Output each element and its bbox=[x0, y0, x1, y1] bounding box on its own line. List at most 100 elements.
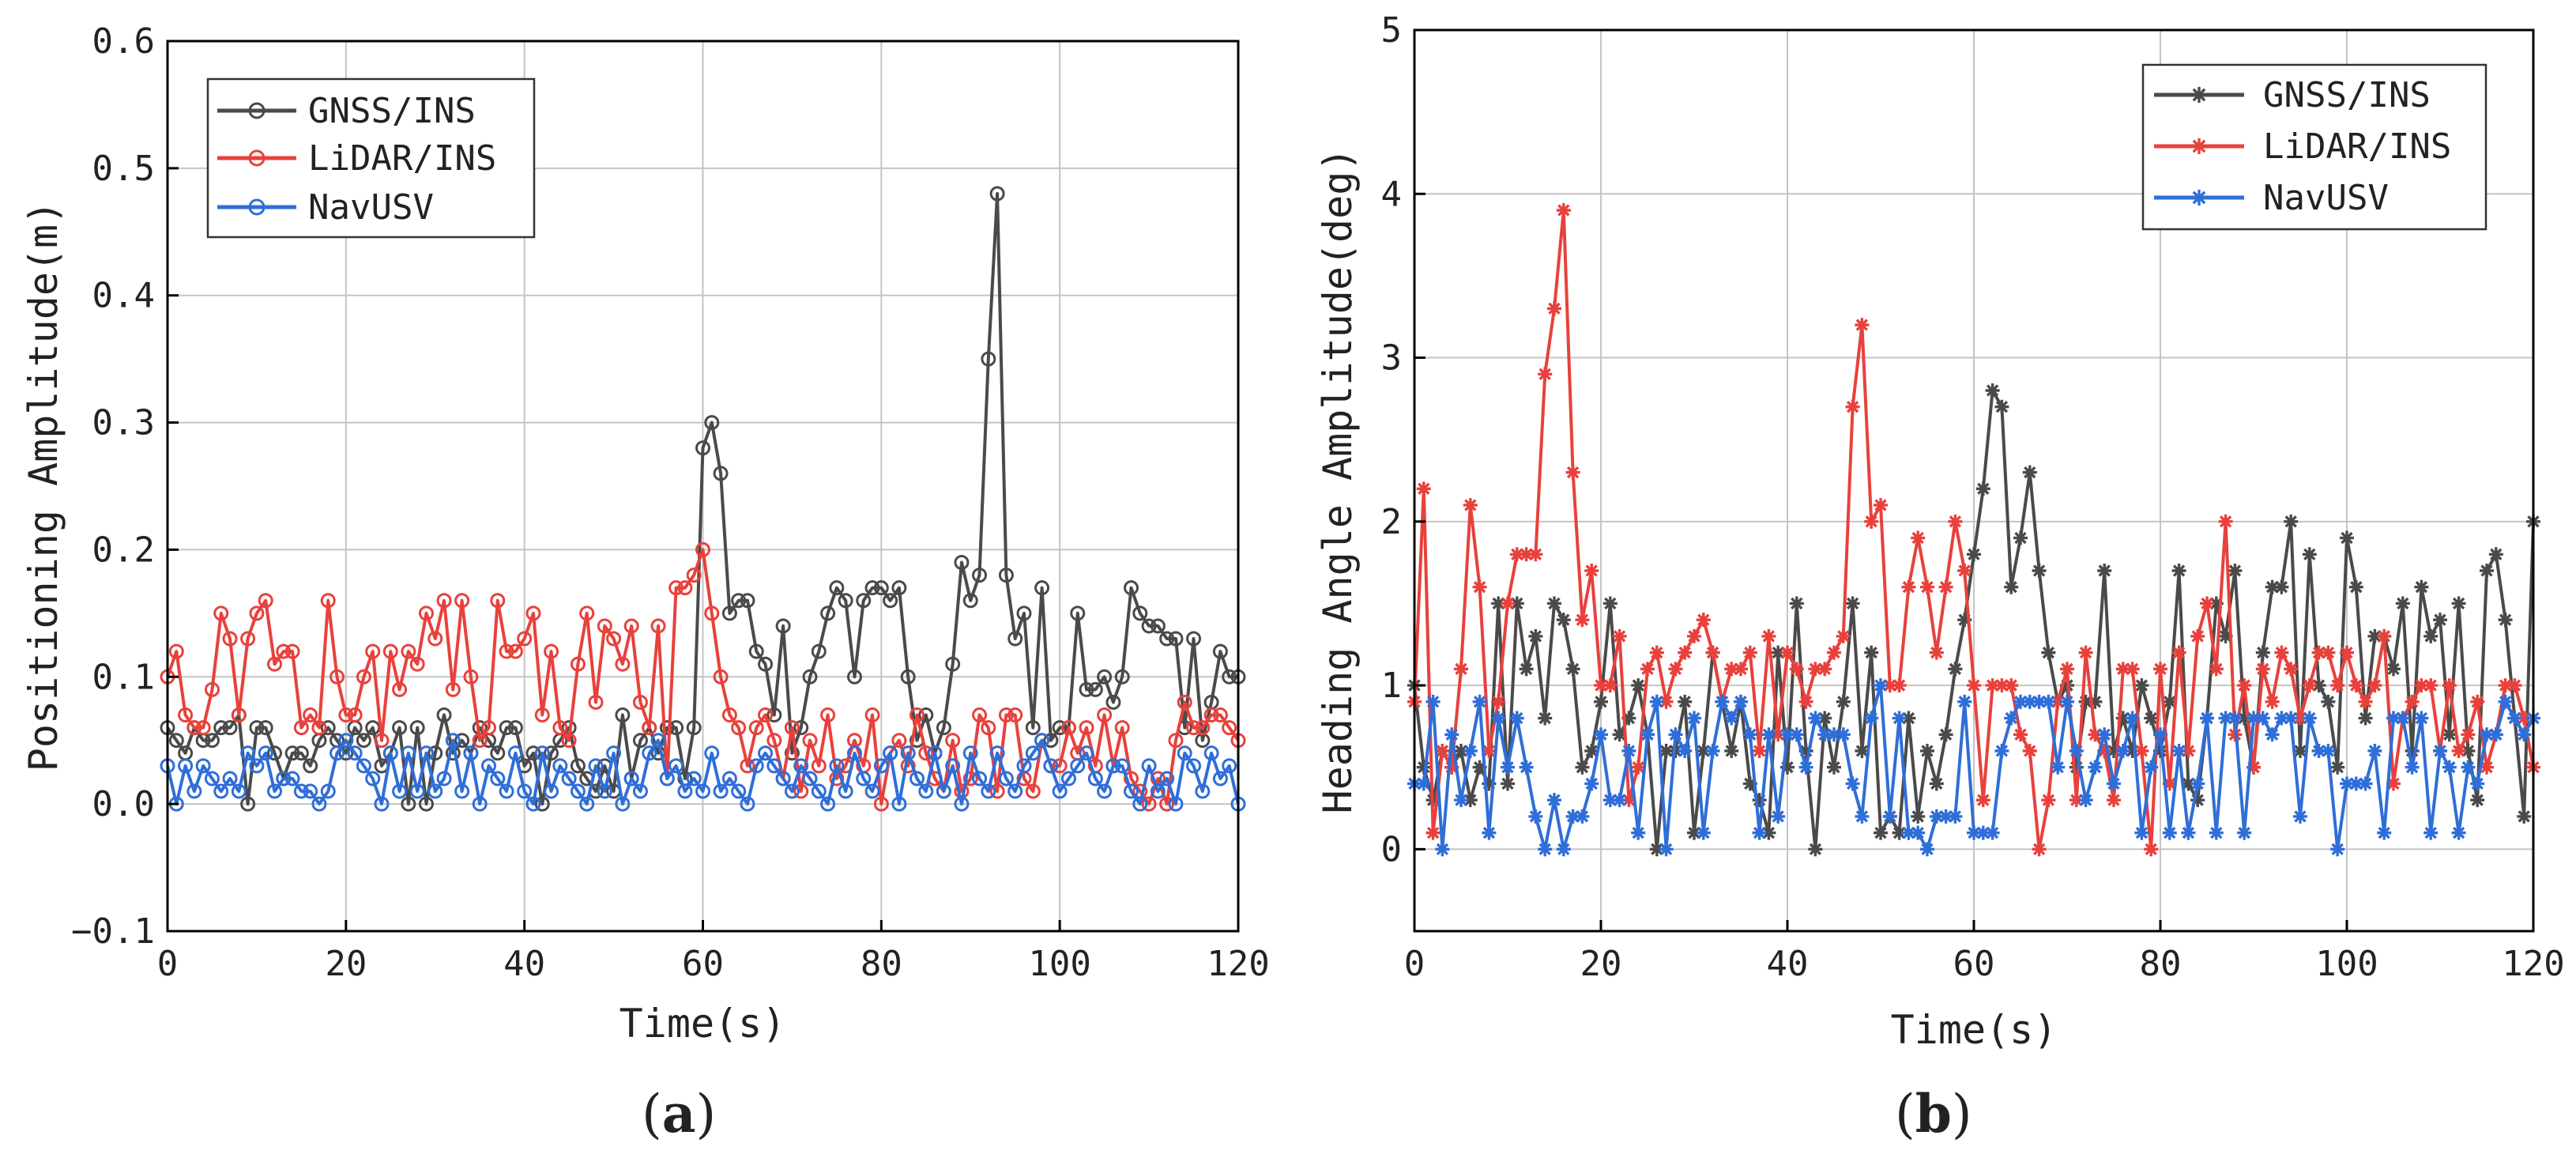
panel-a-point-navusv bbox=[910, 771, 925, 786]
panel-b-point-navusv bbox=[1882, 809, 1897, 824]
panel-a-legend-marker-navusv bbox=[248, 198, 266, 216]
panel-a-point-navusv bbox=[231, 783, 247, 799]
panel-b-point-lidar bbox=[2115, 662, 2130, 677]
panel-b-point-lidar bbox=[2498, 678, 2513, 693]
panel-a-point-lidar bbox=[1141, 796, 1157, 812]
panel-a-point-gnss bbox=[490, 745, 506, 761]
panel-a-point-gnss bbox=[811, 643, 827, 659]
panel-b-point-gnss bbox=[2004, 579, 2019, 594]
panel-b-point-gnss bbox=[2190, 793, 2205, 808]
panel-a-point-navusv bbox=[588, 758, 604, 774]
panel-b-point-lidar bbox=[1874, 498, 1888, 513]
panel-a-point-gnss bbox=[838, 593, 853, 609]
panel-a-point-navusv bbox=[525, 796, 541, 812]
panel-a-legend-marker-lidar bbox=[248, 149, 266, 167]
panel-b-point-lidar bbox=[1565, 465, 1580, 480]
panel-a-point-navusv bbox=[481, 758, 496, 774]
panel-b-legend-marker-navusv bbox=[2191, 190, 2207, 206]
panel-b-point-navusv bbox=[2358, 776, 2373, 791]
panel-a-legend-entry-lidar: LiDAR/INS bbox=[217, 138, 496, 179]
panel-b-point-navusv bbox=[1575, 809, 1590, 824]
panel-b-point-navusv bbox=[2451, 825, 2466, 840]
panel-a-point-gnss bbox=[1168, 631, 1184, 647]
panel-a-point-lidar bbox=[276, 643, 292, 659]
panel-b-point-lidar bbox=[2302, 678, 2317, 693]
panel-b-point-gnss bbox=[1920, 744, 1934, 758]
panel-a-point-lidar bbox=[168, 643, 184, 659]
panel-b-point-gnss bbox=[2181, 776, 2196, 791]
panel-b-point-navusv bbox=[2293, 809, 2307, 824]
panel-b-series bbox=[1407, 203, 2540, 857]
panel-a-point-navusv bbox=[454, 783, 470, 799]
panel-b-point-lidar bbox=[1901, 579, 1916, 594]
panel-b-point-navusv bbox=[2386, 711, 2401, 726]
panel-a-point-lidar bbox=[293, 720, 309, 736]
panel-a-point-gnss bbox=[1114, 669, 1130, 685]
panel-a-point-lidar bbox=[686, 568, 702, 583]
panel-b-point-navusv bbox=[2284, 711, 2299, 726]
panel-a-point-lidar bbox=[1203, 707, 1219, 723]
panel-a-point-lidar bbox=[713, 669, 729, 685]
panel-b-point-navusv bbox=[2078, 793, 2093, 808]
panel-a-point-gnss bbox=[258, 720, 273, 736]
panel-a-point-lidar bbox=[427, 631, 443, 647]
panel-b-point-lidar bbox=[2274, 645, 2289, 660]
panel-b-point-navusv bbox=[1836, 727, 1851, 742]
panel-b-point-lidar bbox=[2097, 744, 2112, 758]
panel-b-point-lidar bbox=[1882, 678, 1897, 693]
panel-b-point-lidar bbox=[2032, 842, 2047, 857]
panel-b-point-gnss bbox=[1798, 744, 1813, 758]
panel-a-point-gnss bbox=[740, 593, 755, 609]
panel-a-point-navusv bbox=[998, 771, 1014, 786]
panel-b-point-lidar bbox=[2218, 514, 2233, 529]
panel-b-point-gnss bbox=[2293, 744, 2307, 758]
panel-b-point-navusv bbox=[1491, 711, 1506, 726]
panel-b-point-gnss bbox=[1864, 645, 1879, 660]
panel-b-point-navusv bbox=[1472, 694, 1487, 709]
panel-b-point-lidar bbox=[1734, 662, 1748, 677]
panel-a-point-navusv bbox=[195, 758, 211, 774]
panel-b-point-navusv bbox=[1501, 760, 1515, 775]
panel-b-point-lidar bbox=[2470, 694, 2485, 709]
panel-b-point-gnss bbox=[2321, 694, 2336, 709]
panel-b-point-lidar bbox=[1929, 645, 1944, 660]
panel-b-point-navusv bbox=[1565, 809, 1580, 824]
panel-a-point-navusv bbox=[829, 758, 845, 774]
panel-a-point-lidar bbox=[1007, 707, 1023, 723]
panel-b-point-navusv bbox=[1845, 776, 1860, 791]
panel-a-point-navusv bbox=[490, 771, 506, 786]
panel-b-point-lidar bbox=[2423, 678, 2439, 693]
panel-b-point-gnss bbox=[1975, 481, 1990, 496]
panel-a-point-navusv bbox=[686, 771, 702, 786]
panel-b-point-navusv bbox=[1994, 744, 2009, 758]
panel-b-point-gnss bbox=[1556, 613, 1571, 628]
panel-a-point-gnss bbox=[936, 720, 951, 736]
panel-b-point-gnss bbox=[2442, 727, 2457, 742]
panel-b-point-navusv bbox=[1649, 694, 1664, 709]
panel-b-point-gnss bbox=[1509, 596, 1524, 611]
panel-b-point-gnss bbox=[2386, 662, 2401, 677]
panel-a-point-gnss bbox=[418, 796, 434, 812]
panel-a-point-navusv bbox=[989, 745, 1005, 761]
panel-a-point-gnss bbox=[240, 796, 256, 812]
panel-b-point-lidar bbox=[2041, 793, 2056, 808]
panel-b-series-lidar bbox=[1407, 203, 2540, 857]
panel-b-point-gnss bbox=[2162, 694, 2177, 709]
panel-a-point-lidar bbox=[677, 580, 693, 596]
panel-b-point-gnss bbox=[1547, 596, 1561, 611]
panel-a-point-lidar bbox=[561, 733, 577, 749]
panel-a-point-lidar bbox=[1177, 694, 1192, 710]
panel-a-y-tick-label: 0.5 bbox=[92, 149, 155, 189]
panel-b-point-gnss bbox=[2209, 596, 2224, 611]
panel-a-point-lidar bbox=[597, 618, 612, 634]
panel-a-point-navusv bbox=[740, 796, 755, 812]
panel-a-point-gnss bbox=[1132, 605, 1148, 621]
panel-a-x-tick-label: 60 bbox=[682, 944, 724, 984]
panel-a-point-lidar bbox=[606, 631, 622, 647]
panel-b-point-lidar bbox=[1696, 613, 1711, 628]
panel-a-point-lidar bbox=[873, 796, 889, 812]
panel-a-point-gnss bbox=[356, 733, 371, 749]
panel-b-point-lidar bbox=[1855, 318, 1870, 333]
panel-a-point-gnss bbox=[1222, 669, 1237, 685]
panel-b-legend-entry-navusv: NavUSV bbox=[2154, 178, 2389, 218]
